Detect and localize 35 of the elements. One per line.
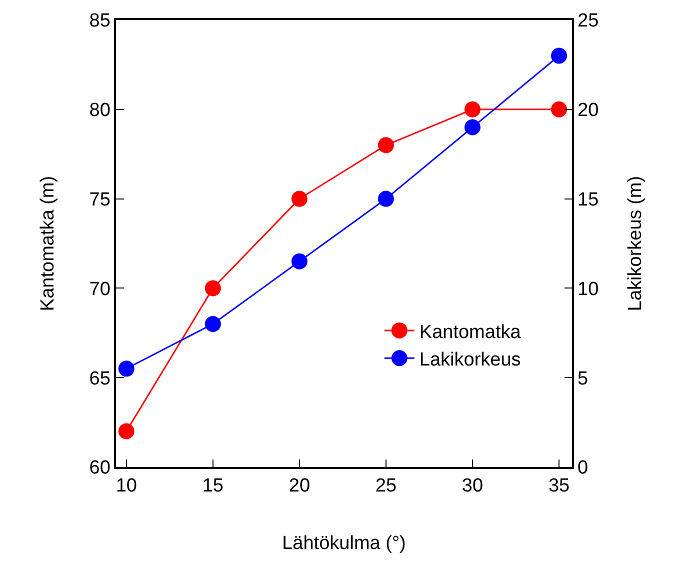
legend-label: Kantomatka [419, 322, 522, 343]
point [204, 280, 221, 296]
y-tick-label: 60 [89, 458, 110, 479]
point [464, 101, 480, 118]
x-tick-label: 25 [375, 476, 397, 497]
legend-label: Lakikorkeus [419, 350, 521, 371]
point [378, 137, 394, 154]
y-tick-label: 80 [89, 100, 110, 122]
y2-tick-label: 5 [578, 368, 588, 390]
y2-tick-label: 25 [578, 10, 599, 32]
point [464, 119, 480, 136]
x-tick-label: 10 [116, 476, 137, 497]
point [378, 190, 394, 207]
x-tick-label: 20 [288, 476, 310, 497]
x-tick-label: 30 [462, 476, 484, 497]
x-tick-label: 15 [202, 476, 224, 497]
point [118, 423, 134, 440]
x-axis-title: Lähtökulma (°) [282, 532, 406, 554]
y-tick-label: 85 [89, 10, 110, 32]
point [291, 190, 308, 207]
y2-tick-label: 15 [578, 189, 599, 210]
point [551, 101, 568, 118]
point [204, 316, 221, 332]
y2-tick-label: 0 [578, 458, 588, 479]
y-tick-label: 65 [89, 368, 110, 390]
y2-axis-title: Lakikorkeus (m) [624, 176, 646, 312]
y2-tick-label: 10 [578, 278, 599, 300]
y2-tick-label: 20 [578, 100, 599, 122]
y-tick-label: 75 [89, 189, 110, 210]
y-tick-label: 70 [89, 278, 110, 300]
y-axis-title: Kantomatka (m) [38, 176, 59, 312]
point [291, 253, 308, 270]
point [118, 360, 134, 377]
x-tick-label: 35 [548, 476, 570, 497]
point [551, 48, 568, 64]
